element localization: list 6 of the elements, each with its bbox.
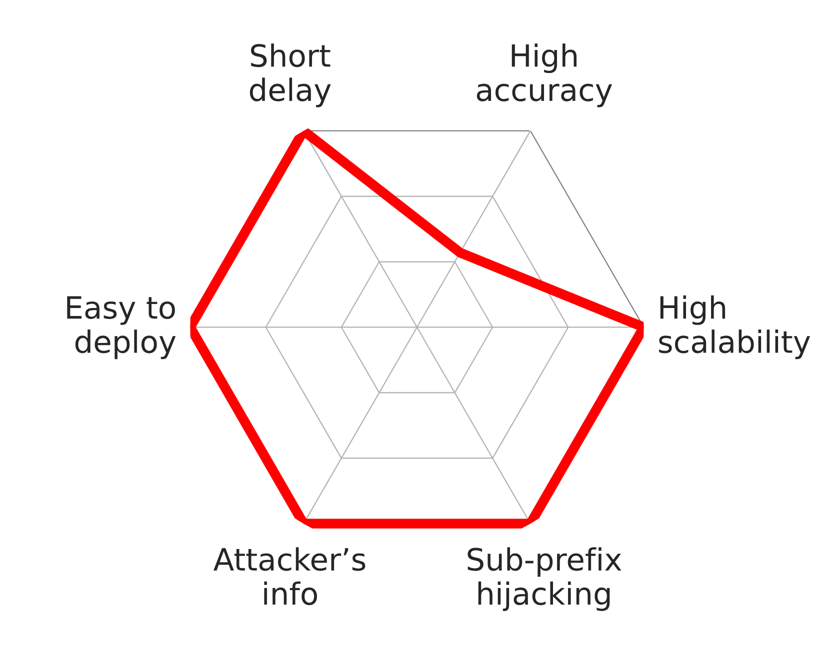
spoke-label: Attacker’s info [214, 547, 366, 606]
spoke-label: Short delay [250, 43, 331, 108]
spoke-label: High scalability [659, 295, 810, 360]
spoke-label: Sub-prefix hijacking [468, 547, 622, 612]
spoke-label: High accuracy [476, 43, 612, 108]
spoke-label: Easy to deploy [67, 296, 176, 360]
